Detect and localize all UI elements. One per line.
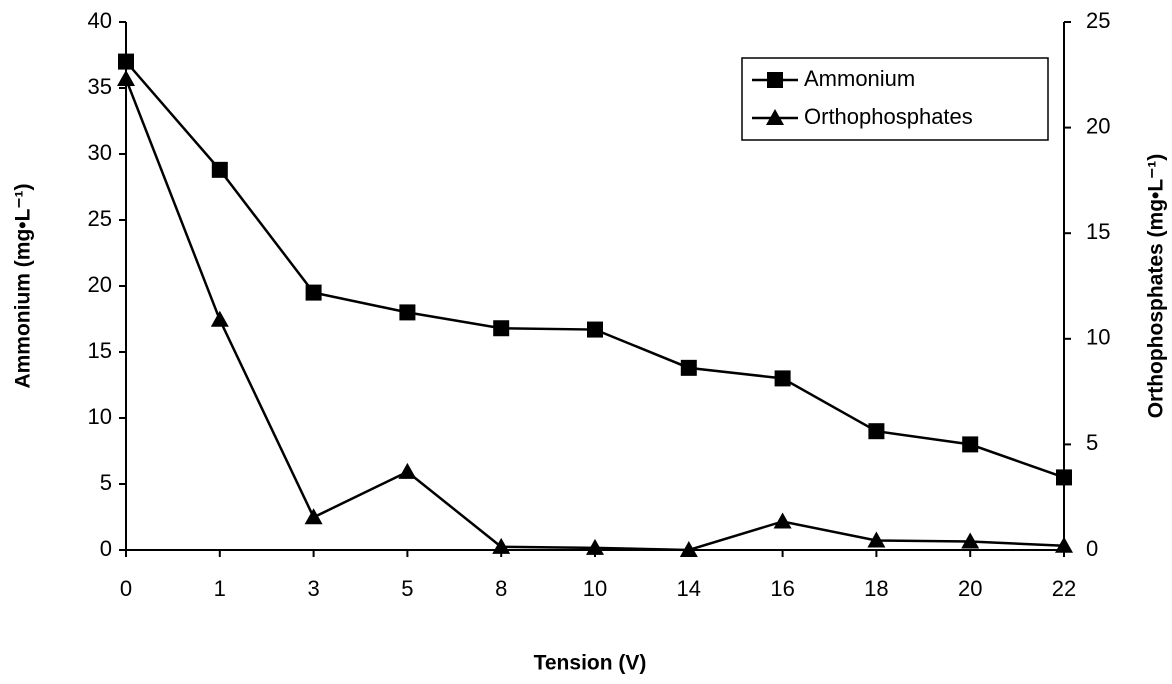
marker <box>211 161 228 178</box>
x-tick-label: 14 <box>677 576 701 601</box>
marker <box>398 462 417 479</box>
y-tick-label: 40 <box>88 8 112 33</box>
marker <box>773 512 792 529</box>
y2-tick-label: 25 <box>1086 8 1110 33</box>
y2-tick-label: 5 <box>1086 430 1098 455</box>
marker <box>587 321 603 338</box>
marker <box>962 436 979 453</box>
y2-tick-label: 20 <box>1086 113 1110 138</box>
y-tick-label: 10 <box>88 404 112 429</box>
marker <box>304 508 323 525</box>
series-line <box>124 78 1065 552</box>
y2-tick-label: 15 <box>1086 219 1110 244</box>
y-tick-label: 25 <box>88 206 112 231</box>
x-tick-label: 18 <box>864 576 888 601</box>
y2-axis-title: Orthophosphates (mg•L⁻¹) <box>1145 154 1168 419</box>
y-tick-label: 30 <box>88 140 112 165</box>
marker <box>774 370 791 387</box>
marker <box>1055 536 1073 553</box>
marker <box>210 310 229 327</box>
legend-label: Ammonium <box>804 66 915 91</box>
marker <box>492 537 511 554</box>
x-axis-title: Tension (V) <box>534 652 647 675</box>
y-tick-label: 5 <box>100 470 112 495</box>
x-tick-label: 3 <box>307 576 319 601</box>
y2-tick-label: 10 <box>1086 325 1110 350</box>
x-tick-label: 0 <box>120 576 132 601</box>
y-axis-title: Ammonium (mg•L⁻¹) <box>12 183 35 388</box>
marker <box>767 72 783 88</box>
x-tick-label: 16 <box>770 576 794 601</box>
legend-box <box>741 57 1049 141</box>
marker <box>493 320 510 337</box>
marker <box>868 423 885 440</box>
marker <box>766 109 784 125</box>
y-tick-label: 20 <box>88 272 112 297</box>
marker <box>399 304 416 321</box>
marker <box>1056 469 1072 486</box>
y-tick-label: 0 <box>100 536 112 561</box>
x-tick-label: 20 <box>958 576 982 601</box>
x-tick-label: 8 <box>495 576 507 601</box>
y2-tick-label: 0 <box>1086 536 1098 561</box>
marker <box>680 359 697 376</box>
marker <box>117 70 135 87</box>
marker <box>305 284 322 301</box>
legend-label: Orthophosphates <box>804 104 973 129</box>
marker <box>586 538 604 555</box>
x-tick-label: 1 <box>214 576 226 601</box>
x-tick-label: 22 <box>1052 576 1076 601</box>
y-tick-label: 15 <box>88 338 112 363</box>
marker <box>118 53 134 70</box>
marker <box>867 531 886 548</box>
y-tick-label: 35 <box>88 74 112 99</box>
x-tick-label: 10 <box>583 576 607 601</box>
x-tick-label: 5 <box>401 576 413 601</box>
marker <box>961 532 980 549</box>
marker <box>679 541 698 557</box>
